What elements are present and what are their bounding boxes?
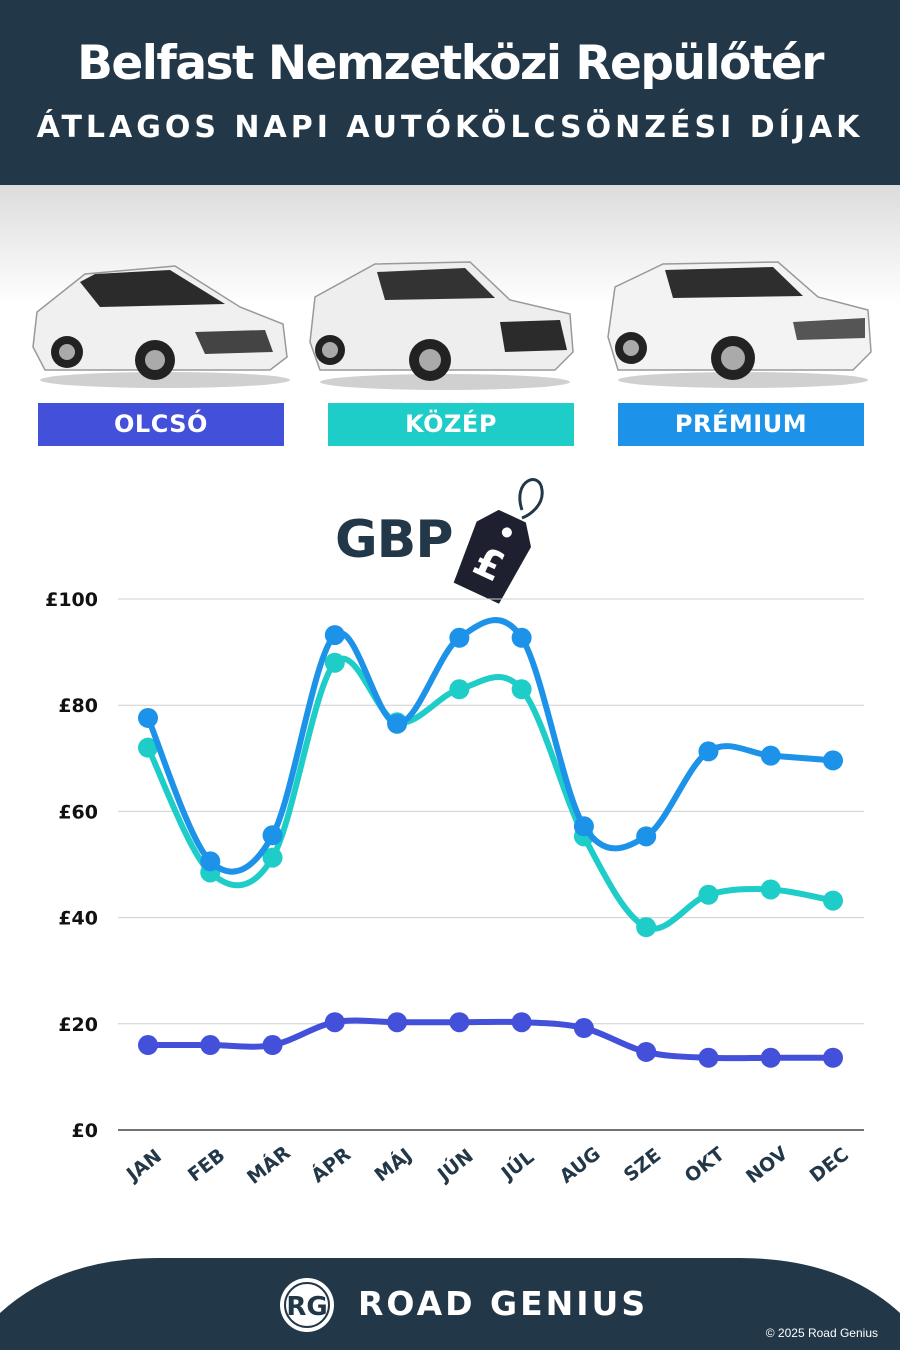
x-tick-label: MÁR: [242, 1141, 294, 1189]
data-point: [760, 1047, 781, 1068]
data-point: [823, 890, 843, 911]
logo-text: RG: [286, 1292, 327, 1322]
hatchback-car-image: [32, 265, 290, 388]
data-point: [823, 750, 843, 771]
copyright-text: © 2025 Road Genius: [765, 1326, 878, 1340]
data-point: [324, 652, 345, 673]
data-point: [573, 816, 594, 837]
data-point: [698, 1047, 719, 1068]
data-point: [262, 1035, 283, 1056]
y-tick-label: £0: [72, 1120, 98, 1142]
data-point: [200, 1035, 221, 1056]
x-tick-label: ÁPR: [307, 1142, 356, 1187]
footer-banner: [0, 1258, 900, 1350]
data-point: [449, 627, 470, 648]
x-tick-label: OKT: [681, 1143, 729, 1187]
data-point: [262, 847, 283, 868]
header-banner: [0, 0, 900, 185]
x-tick-label: SZE: [620, 1144, 665, 1186]
brand-name: ROAD GENIUS: [358, 1284, 649, 1323]
data-point: [636, 1041, 657, 1062]
x-tick-label: NOV: [742, 1142, 792, 1188]
data-point: [636, 826, 657, 847]
data-point: [573, 1018, 594, 1039]
data-point: [511, 679, 532, 700]
series-line: [145, 655, 836, 932]
x-tick-label: AUG: [556, 1143, 605, 1188]
data-point: [760, 879, 781, 900]
data-point: [511, 627, 532, 648]
data-point: [636, 917, 657, 938]
data-point: [449, 1012, 470, 1033]
x-tick-label: DEC: [806, 1143, 853, 1187]
series-line: [145, 1017, 836, 1062]
y-tick-label: £100: [45, 589, 98, 611]
road-genius-logo: RG: [280, 1278, 334, 1332]
data-point: [324, 1012, 345, 1033]
data-point: [760, 745, 781, 766]
data-point: [138, 737, 158, 758]
category-premium-badge: PRÉMIUM: [618, 403, 864, 446]
y-tick-label: £60: [58, 801, 98, 823]
category-olcso-badge: OLCSÓ: [38, 403, 284, 446]
data-point: [200, 851, 221, 872]
data-point: [138, 707, 158, 728]
y-tick-label: £20: [58, 1014, 98, 1036]
x-tick-label: FEB: [184, 1144, 229, 1186]
x-tick-label: JAN: [121, 1145, 166, 1187]
page-title: Belfast Nemzetközi Repülőtér: [77, 36, 824, 91]
data-point: [511, 1012, 532, 1033]
currency-label: GBP: [335, 510, 453, 570]
suv-car-image: [309, 261, 574, 390]
y-tick-label: £40: [58, 908, 98, 930]
data-point: [698, 741, 719, 762]
data-point: [387, 713, 408, 734]
data-point: [387, 1012, 408, 1033]
price-tag-icon: £: [453, 478, 544, 604]
data-point: [823, 1047, 843, 1068]
premium-suv-image: [607, 261, 872, 388]
x-tick-label: JÚL: [495, 1144, 539, 1185]
data-point: [698, 884, 719, 905]
data-point: [138, 1035, 158, 1056]
data-point: [324, 625, 345, 646]
x-tick-label: MÁJ: [370, 1143, 416, 1186]
category-olcso-label: OLCSÓ: [114, 410, 208, 438]
category-premium-label: PRÉMIUM: [674, 410, 808, 438]
category-kozep-label: KÖZÉP: [405, 410, 497, 438]
line-chart: £0 £20 £40 £60 £80 £100 JAN FEB MÁR ÁPR MÁJ JÚN JÚL A…: [45, 589, 864, 1189]
y-tick-label: £80: [58, 695, 98, 717]
data-point: [449, 679, 470, 700]
data-point: [262, 825, 283, 846]
x-tick-label: JÚN: [431, 1143, 478, 1187]
page-subtitle: ÁTLAGOS NAPI AUTÓKÖLCSÖNZÉSI DÍJAK: [36, 110, 864, 145]
series-line: [145, 617, 836, 875]
category-kozep-badge: KÖZÉP: [328, 403, 574, 446]
